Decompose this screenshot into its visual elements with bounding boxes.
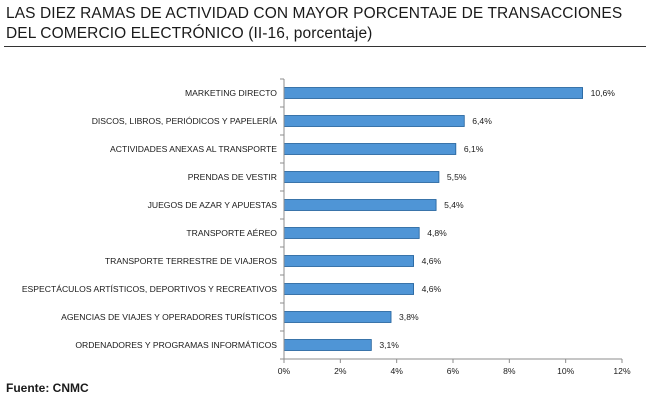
category-label: DISCOS, LIBROS, PERIÓDICOS Y PAPELERÍA xyxy=(92,116,278,126)
bar xyxy=(283,255,414,267)
bar xyxy=(283,143,457,155)
chart-title: LAS DIEZ RAMAS DE ACTIVIDAD CON MAYOR PO… xyxy=(6,5,623,42)
title-divider xyxy=(4,46,646,47)
value-label: 4,8% xyxy=(427,228,447,238)
category-label: TRANSPORTE AÉREO xyxy=(186,228,277,238)
x-tick-label: 8% xyxy=(503,366,516,376)
axes-group: 0% 2% 4% 6% 8% 10% 12% xyxy=(278,78,631,376)
bar xyxy=(283,199,437,211)
value-label: 6,4% xyxy=(472,116,492,126)
value-label: 4,6% xyxy=(422,256,442,266)
category-label: TRANSPORTE TERRESTRE DE VIAJEROS xyxy=(105,256,277,266)
value-label: 5,4% xyxy=(444,200,464,210)
x-tick-label: 4% xyxy=(390,366,403,376)
x-tick-label: 12% xyxy=(613,366,631,376)
source-note: Fuente: CNMC xyxy=(6,381,89,395)
bar xyxy=(283,339,372,351)
value-label: 6,1% xyxy=(464,144,484,154)
bar xyxy=(283,87,583,99)
value-label: 10,6% xyxy=(591,88,616,98)
value-labels-group: 10,6% 6,4% 6,1% 5,5% 5,4% 4,8% 4,6% 4,6% 3,8% 3,1… xyxy=(379,88,615,350)
x-tick-label: 0% xyxy=(278,366,291,376)
x-tick-label: 6% xyxy=(447,366,460,376)
bar xyxy=(283,311,392,323)
bar xyxy=(283,227,420,239)
category-label: MARKETING DIRECTO xyxy=(185,88,277,98)
x-tick-label: 10% xyxy=(557,366,575,376)
category-label: ACTIVIDADES ANEXAS AL TRANSPORTE xyxy=(110,144,277,154)
category-label: ORDENADORES Y PROGRAMAS INFORMÁTICOS xyxy=(75,340,277,350)
category-label: AGENCIAS DE VIAJES Y OPERADORES TURÍSTIC… xyxy=(61,312,277,322)
bar xyxy=(283,283,414,295)
category-label: PRENDAS DE VESTIR xyxy=(188,172,277,182)
bars-group xyxy=(283,87,583,351)
category-labels-group: MARKETING DIRECTO DISCOS, LIBROS, PERIÓDI… xyxy=(22,88,277,350)
bar xyxy=(283,171,440,183)
value-label: 3,8% xyxy=(399,312,419,322)
category-label: JUEGOS DE AZAR Y APUESTAS xyxy=(148,200,278,210)
value-label: 4,6% xyxy=(422,284,442,294)
category-label: ESPECTÁCULOS ARTÍSTICOS, DEPORTIVOS Y RE… xyxy=(22,284,277,294)
x-tick-label: 2% xyxy=(334,366,347,376)
value-label: 3,1% xyxy=(379,340,399,350)
value-label: 5,5% xyxy=(447,172,467,182)
bar xyxy=(283,115,465,127)
